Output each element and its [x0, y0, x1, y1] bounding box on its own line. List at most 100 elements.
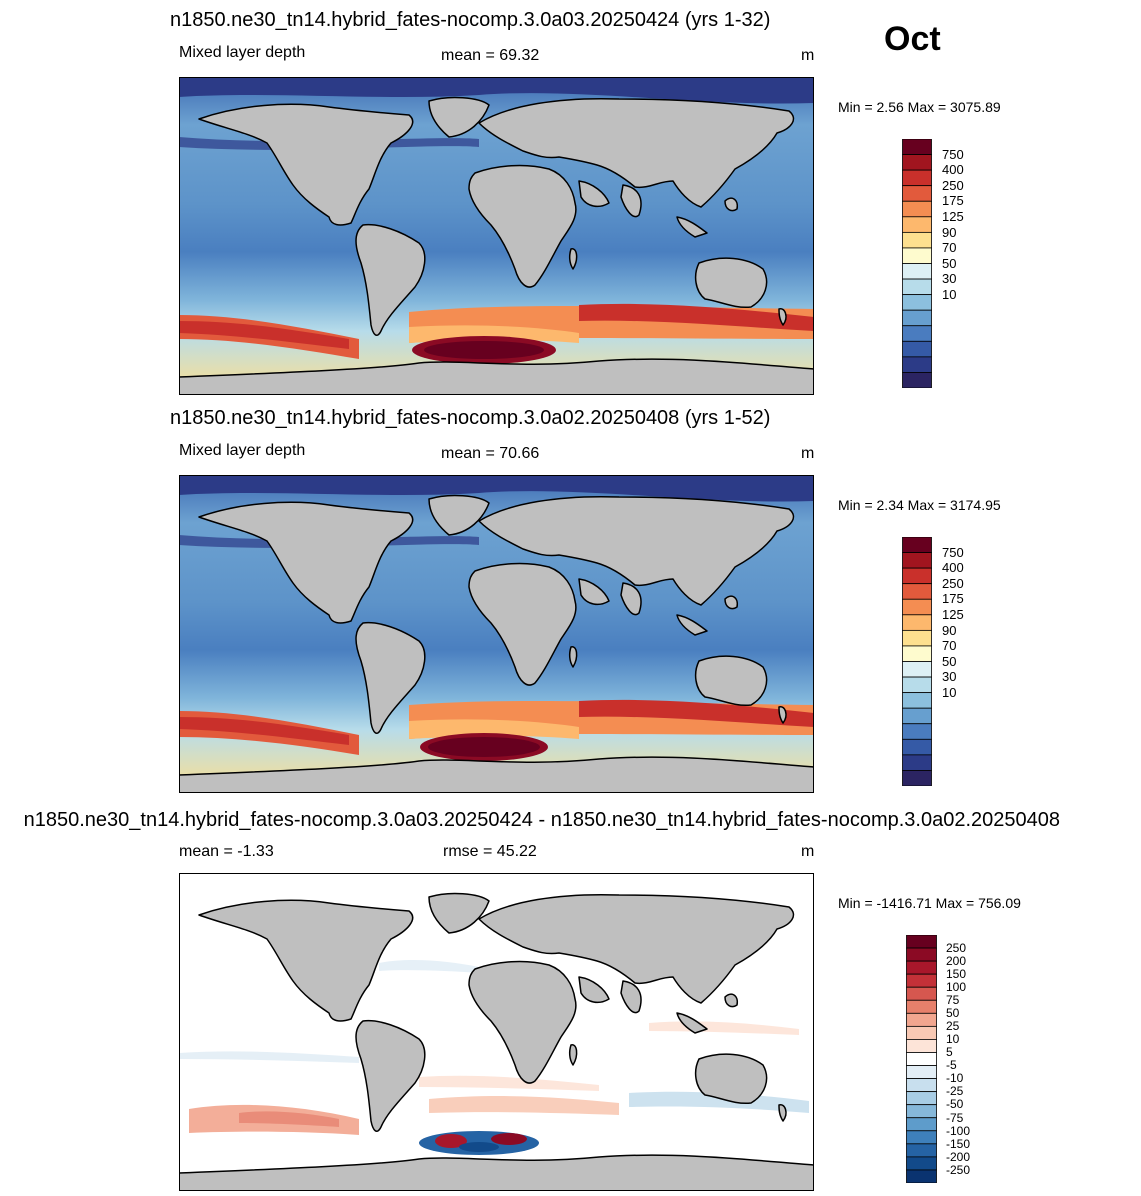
colorbar-tick-label: -10 [946, 1071, 964, 1086]
colorbar-tick-label: 400 [942, 162, 964, 178]
colorbar-tick-label: 5 [946, 1045, 953, 1060]
colorbar-tick-label: 125 [942, 209, 964, 224]
colorbar-tick-label: 750 [942, 544, 964, 560]
colorbar-box [902, 661, 932, 678]
colorbar-tick-label: 30 [942, 271, 957, 287]
colorbar-box [906, 1078, 937, 1093]
panel-3-minmax: Min = -1416.71 Max = 756.09 [838, 895, 1021, 911]
panel-3-rmse-label: rmse = 45.22 [443, 843, 537, 860]
colorbar-tick-label: -50 [946, 1097, 964, 1112]
colorbar-tick-label: -5 [946, 1058, 957, 1073]
colorbar-box [906, 1065, 937, 1079]
colorbar-tick-label: -200 [946, 1149, 971, 1164]
colorbar-box [902, 325, 932, 342]
australia [694, 257, 768, 309]
colorbar-box [902, 263, 932, 280]
panel-3-mean-label: mean = -1.33 [179, 843, 274, 860]
colorbar-box [906, 986, 937, 1001]
colorbar-box [906, 960, 937, 975]
panel-2-minmax: Min = 2.34 Max = 3174.95 [838, 497, 1001, 513]
colorbar-box [902, 356, 932, 373]
colorbar-box [906, 1039, 937, 1053]
colorbar-tick-label: -100 [946, 1123, 971, 1138]
panel-1-map [179, 77, 814, 395]
month-label: Oct [884, 20, 941, 58]
colorbar-box [902, 567, 932, 585]
panel-3-colorbar [906, 935, 937, 1183]
colorbar-tick-label: 175 [942, 193, 964, 209]
colorbar-tick-label: 150 [946, 966, 967, 981]
colorbar-tick-label: 50 [942, 653, 957, 669]
colorbar-box [906, 1052, 937, 1066]
india [620, 184, 642, 218]
colorbar-box [906, 1117, 937, 1132]
colorbar-tick-label: 70 [942, 240, 957, 256]
colorbar-tick-label: 70 [942, 638, 957, 654]
colorbar-box [902, 707, 932, 725]
colorbar-box [906, 999, 937, 1014]
colorbar-box [902, 154, 932, 171]
colorbar-tick-label: 10 [942, 286, 957, 302]
colorbar-tick-label: 250 [942, 177, 964, 193]
colorbar-tick-label: -250 [946, 1162, 971, 1177]
colorbar-box [902, 645, 932, 662]
colorbar-box [906, 1104, 937, 1119]
colorbar-tick-label: 250 [946, 940, 967, 955]
colorbar-tick-label: 100 [946, 980, 967, 994]
panel-1-minmax: Min = 2.56 Max = 3075.89 [838, 99, 1001, 115]
colorbar-box [902, 372, 932, 388]
colorbar-tick-label: 750 [942, 146, 964, 162]
panel-3-title: n1850.ne30_tn14.hybrid_fates-nocomp.3.0a… [23, 809, 1060, 831]
colorbar-box [902, 537, 932, 553]
colorbar-box [906, 1130, 937, 1145]
colorbar-box [902, 169, 932, 187]
colorbar-box [902, 185, 932, 202]
colorbar-tick-label: 200 [946, 953, 967, 968]
madagascar [568, 248, 578, 270]
colorbar-box [906, 1143, 937, 1158]
colorbar-box [902, 294, 932, 311]
colorbar-box [906, 1091, 937, 1106]
colorbar-box [902, 676, 932, 694]
colorbar-tick-label: 125 [942, 607, 964, 622]
arabia [578, 180, 610, 208]
south-america [355, 223, 426, 336]
colorbar-box [902, 340, 932, 358]
colorbar-tick-label: 75 [946, 993, 960, 1008]
colorbar-box [902, 309, 932, 327]
colorbar-tick-label: 30 [942, 669, 957, 685]
colorbar-tick-label: 90 [942, 224, 957, 240]
colorbar-box [906, 1169, 937, 1183]
africa [468, 164, 577, 288]
panel-1-units: m [801, 47, 815, 64]
colorbar-box [902, 692, 932, 709]
panel-2-units: m [801, 445, 815, 462]
colorbar-box [902, 139, 932, 155]
panel-2-mean-label: mean = 70.66 [441, 445, 540, 462]
colorbar-box [902, 723, 932, 740]
panel-3-map [179, 873, 814, 1191]
colorbar-box [902, 200, 932, 218]
colorbar-tick-label: 400 [942, 560, 964, 576]
colorbar-tick-label: 10 [946, 1032, 960, 1047]
colorbar-tick-label: -25 [946, 1084, 964, 1099]
colorbar-tick-label: 25 [946, 1019, 960, 1034]
panel-3-units: m [801, 843, 815, 860]
colorbar-box [902, 231, 932, 249]
colorbar-box [906, 1012, 937, 1027]
north-america [198, 103, 414, 226]
colorbar-tick-label: 10 [942, 684, 957, 700]
colorbar-box [902, 552, 932, 569]
europe-asia [478, 97, 795, 208]
colorbar-box [906, 1025, 937, 1040]
panel-1-mean-label: mean = 69.32 [441, 47, 540, 64]
colorbar-box [902, 770, 932, 786]
colorbar-box [902, 247, 932, 264]
colorbar-tick-label: 175 [942, 591, 964, 607]
colorbar-box [902, 629, 932, 647]
panel-1-title: n1850.ne30_tn14.hybrid_fates-nocomp.3.0a… [170, 9, 771, 31]
panel-2-variable-label: Mixed layer depth [179, 442, 306, 459]
panel-2-title: n1850.ne30_tn14.hybrid_fates-nocomp.3.0a… [170, 407, 771, 429]
colorbar-box [902, 278, 932, 296]
panel-1-variable-label: Mixed layer depth [179, 44, 306, 61]
